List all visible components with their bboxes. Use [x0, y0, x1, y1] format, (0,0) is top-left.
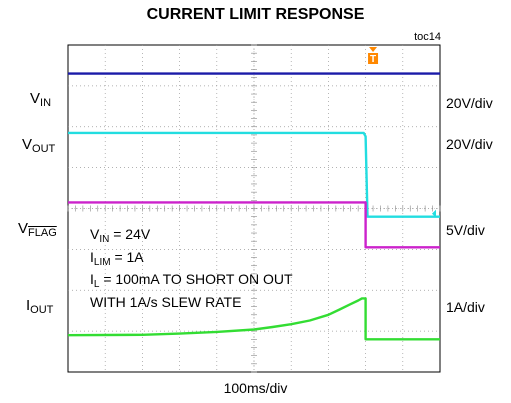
trigger-label: T: [370, 54, 376, 65]
label-vin: VIN: [30, 90, 52, 109]
scale-iout: 1A/div: [446, 299, 485, 315]
trigger-arrow: [369, 47, 378, 52]
scale-vout: 20V/div: [446, 136, 493, 152]
cond-il: IL = 100mA TO SHORT ON OUT: [90, 271, 293, 290]
chart-title: CURRENT LIMIT RESPONSE: [146, 6, 365, 23]
cond-vin: VIN = 24V: [90, 226, 151, 245]
label-vout: VOUT: [22, 136, 56, 155]
cond-slew: WITH 1A/s SLEW RATE: [90, 293, 242, 310]
trigger-marker: T: [368, 47, 379, 65]
trace-vflag: [68, 201, 440, 249]
figure-id: toc14: [414, 31, 441, 43]
scale-vin: 20V/div: [446, 95, 493, 111]
cond-ilim: ILIM = 1A: [90, 248, 144, 268]
x-scale-label: 100ms/div: [223, 380, 288, 396]
test-conditions: VIN = 24V ILIM = 1A IL = 100mA TO SHORT …: [90, 226, 293, 311]
trigger-box: [368, 53, 379, 64]
label-iout: IOUT: [26, 297, 54, 316]
label-vflag: VFLAG: [18, 220, 57, 239]
trace-iout: [67, 297, 440, 341]
scale-vflag: 5V/div: [446, 222, 485, 238]
traces: [67, 72, 440, 341]
trace-vout: [68, 131, 440, 218]
vout-ground-marker: [432, 209, 436, 218]
